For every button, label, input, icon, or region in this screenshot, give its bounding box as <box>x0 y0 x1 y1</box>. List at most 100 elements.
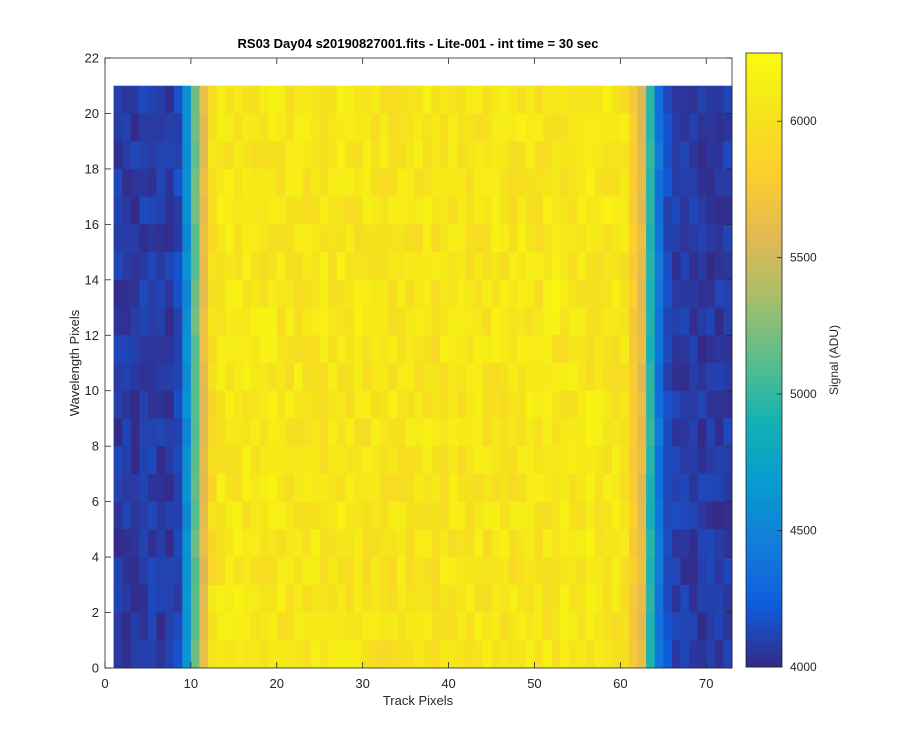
heatmap-cell <box>603 390 613 419</box>
heatmap-cell <box>654 473 664 503</box>
heatmap-cell <box>276 584 286 613</box>
heatmap-cell <box>628 363 638 392</box>
heatmap-cell <box>147 418 157 447</box>
colorbar-segment <box>746 344 782 351</box>
heatmap-cell <box>293 363 303 392</box>
heatmap-cell <box>525 168 535 198</box>
heatmap-cell <box>113 363 123 392</box>
heatmap-cell <box>482 584 492 613</box>
heatmap-cell <box>311 307 321 336</box>
heatmap-cell <box>551 85 561 114</box>
heatmap-cell <box>405 307 415 336</box>
heatmap-cell <box>130 113 140 142</box>
heatmap-cell <box>525 85 535 114</box>
heatmap-cell <box>723 113 733 142</box>
heatmap-cell <box>697 279 707 308</box>
heatmap-cell <box>551 640 561 669</box>
heatmap-cell <box>388 501 398 530</box>
heatmap-cell <box>285 85 295 114</box>
heatmap-cell <box>190 446 200 475</box>
heatmap-cell <box>388 196 398 225</box>
heatmap-cell <box>242 363 252 392</box>
heatmap-cell <box>268 612 278 641</box>
heatmap-cell <box>671 141 681 170</box>
heatmap-cell <box>354 473 364 503</box>
heatmap-cell <box>431 335 441 364</box>
heatmap-cell <box>689 446 699 475</box>
heatmap-cell <box>259 335 269 364</box>
heatmap-cell <box>139 640 149 669</box>
heatmap-cell <box>628 612 638 641</box>
heatmap-cell <box>568 363 578 392</box>
heatmap-cell <box>139 196 149 225</box>
heatmap-cell <box>508 113 518 142</box>
heatmap-cell <box>603 529 613 558</box>
heatmap-cell <box>302 584 312 613</box>
heatmap-cell <box>268 141 278 170</box>
heatmap-cell <box>328 501 338 530</box>
heatmap-cell <box>276 224 286 253</box>
heatmap-cell <box>173 363 183 392</box>
heatmap-cell <box>671 363 681 392</box>
heatmap-cell <box>706 501 716 530</box>
colorbar-tick-label: 5500 <box>790 251 817 265</box>
heatmap-cell <box>474 418 484 447</box>
heatmap-cell <box>697 196 707 225</box>
heatmap-cell <box>560 473 570 503</box>
heatmap-cell <box>551 390 561 419</box>
heatmap-cell <box>397 279 407 308</box>
heatmap-cell <box>285 501 295 530</box>
heatmap-cell <box>568 612 578 641</box>
heatmap-cell <box>422 335 432 364</box>
y-tick-label: 20 <box>85 106 99 121</box>
heatmap-cell <box>577 279 587 308</box>
heatmap-cell <box>603 501 613 530</box>
heatmap-cell <box>560 335 570 364</box>
heatmap-cell <box>259 279 269 308</box>
heatmap-cell <box>568 473 578 503</box>
heatmap-cell <box>543 446 553 475</box>
heatmap-cell <box>182 529 192 558</box>
heatmap-cell <box>225 501 235 530</box>
heatmap-cell <box>723 584 733 613</box>
heatmap-cell <box>671 196 681 225</box>
heatmap-cell <box>714 252 724 281</box>
heatmap-cell <box>697 335 707 364</box>
heatmap-cell <box>362 141 372 170</box>
heatmap-cell <box>568 446 578 475</box>
heatmap-cell <box>620 307 630 336</box>
heatmap-cell <box>173 168 183 198</box>
heatmap-cell <box>482 640 492 669</box>
heatmap-cell <box>568 418 578 447</box>
colorbar-segment <box>746 360 782 366</box>
heatmap-cell <box>654 85 664 114</box>
heatmap-cell <box>551 584 561 613</box>
heatmap-cell <box>302 473 312 503</box>
heatmap-cell <box>422 196 432 225</box>
heatmap-cell <box>482 141 492 170</box>
heatmap-cell <box>508 252 518 281</box>
heatmap-cell <box>680 418 690 447</box>
heatmap-cell <box>345 196 355 225</box>
heatmap-cell <box>405 529 415 558</box>
heatmap-cell <box>525 224 535 253</box>
heatmap-cell <box>242 335 252 364</box>
heatmap-cell <box>500 141 510 170</box>
heatmap-cell <box>379 473 389 503</box>
heatmap-cell <box>689 418 699 447</box>
heatmap-cell <box>723 640 733 669</box>
heatmap-cell <box>663 529 673 558</box>
heatmap-cell <box>293 473 303 503</box>
heatmap-cell <box>156 168 166 198</box>
heatmap-cell <box>611 224 621 253</box>
heatmap-cell <box>517 473 527 503</box>
heatmap-cell <box>199 390 209 419</box>
heatmap-cell <box>388 557 398 586</box>
heatmap-cell <box>680 224 690 253</box>
heatmap-cell <box>611 390 621 419</box>
heatmap-cell <box>354 85 364 114</box>
heatmap-cell <box>182 363 192 392</box>
heatmap-cell <box>448 612 458 641</box>
heatmap-cell <box>268 252 278 281</box>
heatmap-cell <box>534 612 544 641</box>
